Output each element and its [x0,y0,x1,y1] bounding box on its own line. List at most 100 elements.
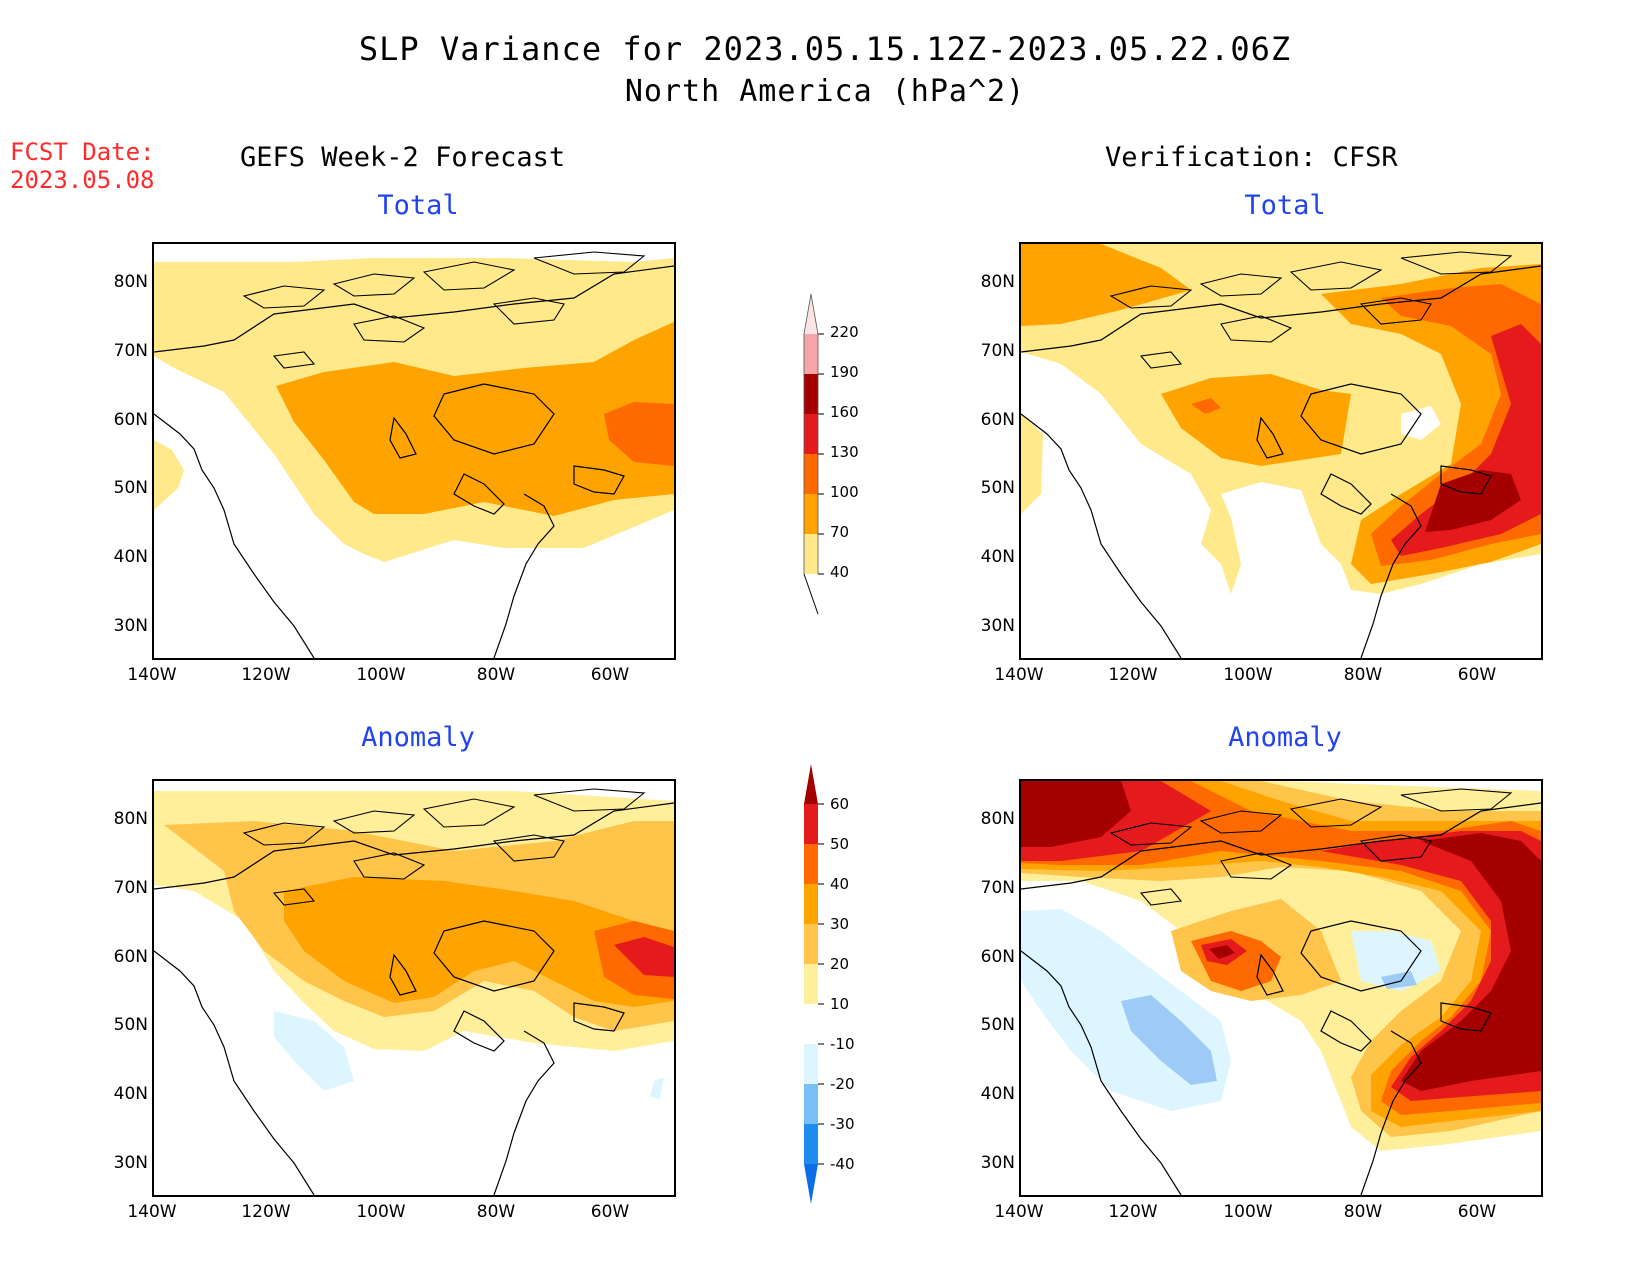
colorbar-anomaly-bin-6 [804,924,818,964]
colorbar-anomaly-bin-8 [804,844,818,884]
panel-title-forecast-total: Total [377,190,459,221]
colorbar-anomaly-bin-9 [804,804,818,844]
colorbar-total-label: 190 [830,363,859,381]
map-forecast-total [152,242,676,660]
colorbar-anomaly-bin-2 [804,1084,818,1124]
lat-label: 50N [980,478,1015,498]
coastline [1021,802,1541,1195]
colorbar-total-outline [803,293,819,574]
shade-70-100-center [1161,374,1351,466]
lat-label: 50N [113,478,148,498]
verification-column-heading: Verification: CFSR [1105,142,1398,173]
lon-label: 120W [1108,665,1158,685]
white-gap [1401,406,1441,440]
lat-label: 50N [113,1015,148,1035]
lat-label: 80N [113,809,148,829]
main-title: SLP Variance for 2023.05.15.12Z-2023.05.… [358,30,1292,68]
main-subtitle: North America (hPa^2) [624,74,1026,109]
colorbar-total-label: 40 [830,563,850,581]
shade-40-70-west [1021,414,1043,514]
arctic-islands [1109,788,1513,906]
colorbar-total-bin-3 [804,414,818,454]
colorbar-anomaly-label: 50 [830,835,850,853]
colorbar-total [803,293,824,615]
panel-title-verification-total: Total [1244,190,1326,221]
panel-title-verification-anomaly: Anomaly [1228,722,1342,753]
colorbar-anomaly-label: -40 [830,1155,855,1173]
lon-label: 60W [1457,1202,1497,1222]
panel-title-forecast-anomaly: Anomaly [361,722,475,753]
map-verification-total [1019,242,1543,660]
lon-label: 140W [994,665,1044,685]
forecast-date-value: 2023.05.08 [10,166,155,194]
colorbar-anomaly [804,764,824,1204]
neg-10-20 [274,1011,354,1091]
lon-label: 80W [1343,1202,1383,1222]
forecast-date-label: FCST Date: [10,138,155,166]
colorbar-anomaly-bin-1 [804,1124,818,1164]
lon-label: 60W [590,665,630,685]
lat-label: 40N [980,1084,1015,1104]
lat-label: 40N [113,1084,148,1104]
colorbar-total-label: 160 [830,403,859,421]
lat-label: 30N [113,1153,148,1173]
lat-label: 60N [113,947,148,967]
lon-label: 60W [1457,665,1497,685]
pos-50-60 [1021,781,1541,1101]
lon-label: 60W [590,1202,630,1222]
lon-label: 100W [1223,1202,1273,1222]
lat-label: 40N [113,547,148,567]
colorbar-anomaly-label: 20 [830,955,850,973]
arctic-islands [1109,251,1513,369]
lat-label: 60N [980,947,1015,967]
colorbar-total-label: 220 [830,323,859,341]
lat-label: 80N [980,809,1015,829]
colorbar-anomaly-label: 30 [830,915,850,933]
lat-label: 60N [980,410,1015,430]
colorbar-total-label: 70 [830,523,850,541]
coastline [154,802,674,1195]
lat-label: 30N [113,616,148,636]
lon-label: 120W [241,1202,291,1222]
lat-label: 80N [980,272,1015,292]
lat-label: 40N [980,547,1015,567]
lon-label: 80W [1343,665,1383,685]
colorbar-total-bin-1 [804,494,818,534]
map-verification-anomaly [1019,779,1543,1197]
coastline [154,265,674,658]
pos-60-plus [1021,781,1541,1091]
lon-label: 140W [127,665,177,685]
colorbar-total-label: 130 [830,443,859,461]
colorbar-anomaly-bin-5 [804,964,818,1004]
colorbar-anomaly-label: -10 [830,1035,855,1053]
lon-label: 140W [994,1202,1044,1222]
colorbar-anomaly-bin-3 [804,1044,818,1084]
shade-100-130-small [1191,398,1221,414]
shade-40-70-west [154,440,184,510]
colorbar-total-tail [803,573,819,615]
arctic-islands [242,788,646,906]
colorbar-anomaly-label: 40 [830,875,850,893]
colorbar-total-bin-0 [804,534,818,574]
lat-label: 60N [113,410,148,430]
colorbar-total-bin-2 [804,454,818,494]
lat-label: 50N [980,1015,1015,1035]
lat-label: 30N [980,616,1015,636]
colorbar-anomaly-bin-4 [804,1004,818,1044]
colorbar-anomaly-bin-7 [804,884,818,924]
lon-label: 120W [241,665,291,685]
lat-label: 70N [980,878,1015,898]
colorbar-anomaly-bottom-arrow [804,1164,818,1204]
colorbar-total-top-arrow [804,294,818,334]
lat-label: 30N [980,1153,1015,1173]
lat-label: 70N [980,341,1015,361]
shade-70-100-north [1021,244,1191,326]
lat-label: 80N [113,272,148,292]
lon-label: 100W [356,1202,406,1222]
arctic-islands [242,251,646,369]
lon-label: 80W [476,665,516,685]
lon-label: 80W [476,1202,516,1222]
neg-20-30 [1121,971,1417,1085]
shade-50-60 [614,937,674,977]
colorbar-anomaly-label: -20 [830,1075,855,1093]
